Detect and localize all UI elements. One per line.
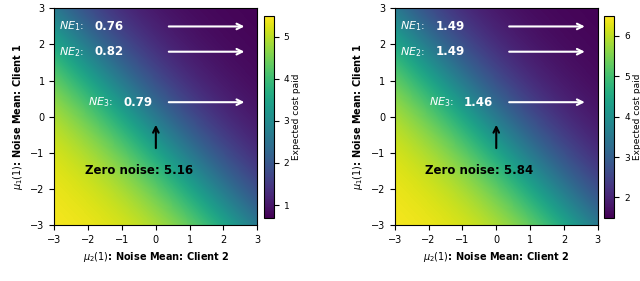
Text: Zero noise: 5.16: Zero noise: 5.16 (85, 164, 193, 177)
Y-axis label: $\mu_1(1)$: Noise Mean: Client 1: $\mu_1(1)$: Noise Mean: Client 1 (11, 43, 25, 190)
Text: 0.76: 0.76 (95, 20, 124, 33)
Text: $\mathit{NE}_2$:: $\mathit{NE}_2$: (400, 45, 426, 59)
Text: $\mathit{NE}_1$:: $\mathit{NE}_1$: (60, 20, 86, 33)
Text: $\mathit{NE}_3$:: $\mathit{NE}_3$: (88, 95, 115, 109)
Text: 0.79: 0.79 (124, 96, 153, 109)
X-axis label: $\mu_2(1)$: Noise Mean: Client 2: $\mu_2(1)$: Noise Mean: Client 2 (83, 250, 229, 264)
Text: Zero noise: 5.84: Zero noise: 5.84 (425, 164, 534, 177)
Y-axis label: Expected cost paid: Expected cost paid (292, 73, 301, 160)
Text: 1.46: 1.46 (464, 96, 493, 109)
Text: 0.82: 0.82 (95, 45, 124, 58)
Text: $\mathit{NE}_3$:: $\mathit{NE}_3$: (429, 95, 455, 109)
Text: 1.49: 1.49 (435, 20, 465, 33)
Text: 1.49: 1.49 (435, 45, 465, 58)
Text: $\mathit{NE}_1$:: $\mathit{NE}_1$: (400, 20, 426, 33)
X-axis label: $\mu_2(1)$: Noise Mean: Client 2: $\mu_2(1)$: Noise Mean: Client 2 (423, 250, 570, 264)
Y-axis label: Expected cost paid: Expected cost paid (633, 73, 640, 160)
Text: $\mathit{NE}_2$:: $\mathit{NE}_2$: (60, 45, 86, 59)
Y-axis label: $\mu_1(1)$: Noise Mean: Client 1: $\mu_1(1)$: Noise Mean: Client 1 (351, 43, 365, 190)
